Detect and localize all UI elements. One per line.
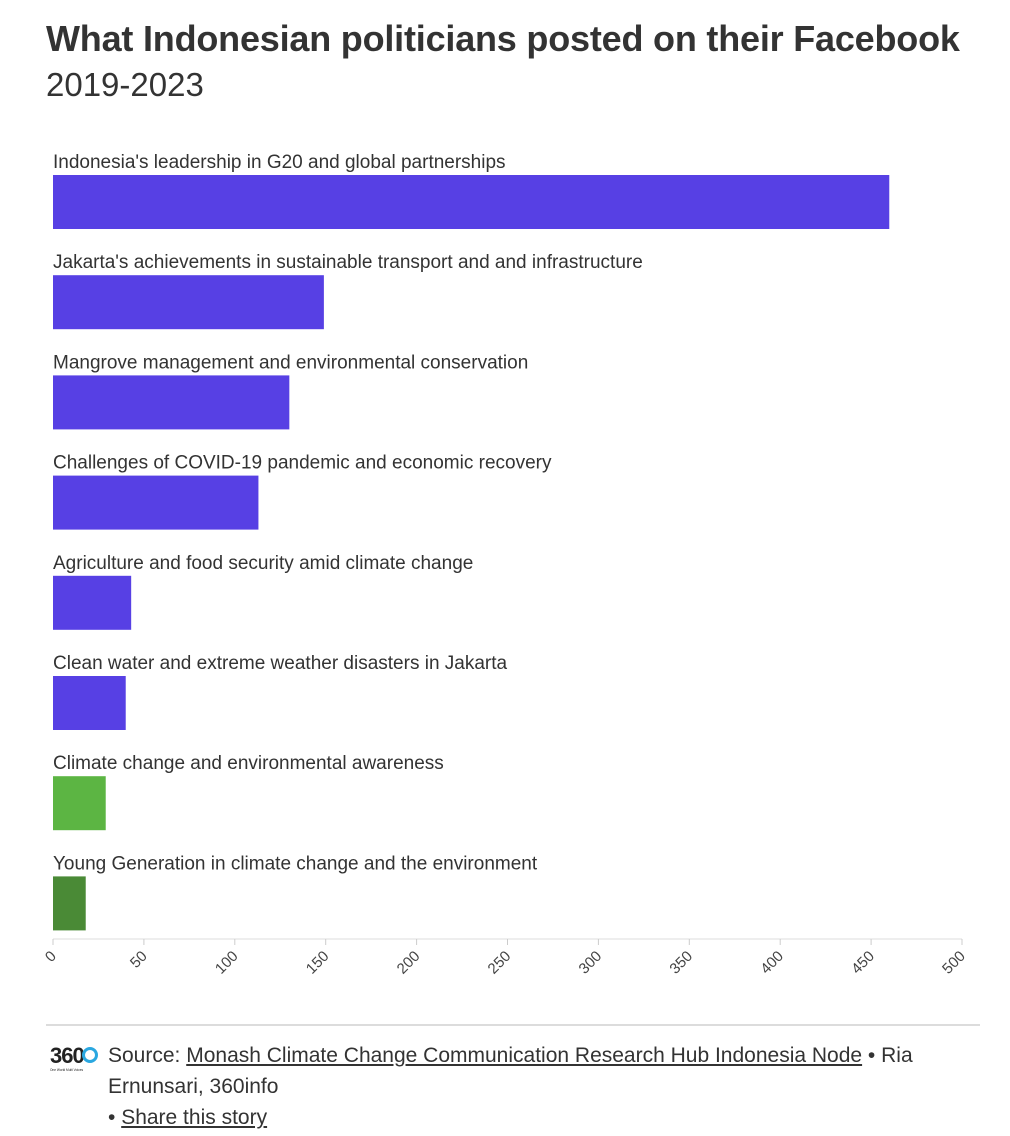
x-tick-label: 150 [303,948,333,978]
x-tick-label: 350 [666,948,696,978]
category-label: Indonesia's leadership in G20 and global… [53,152,506,173]
bar[interactable] [53,676,126,730]
bar[interactable] [53,475,259,530]
bar[interactable] [53,375,290,430]
bar-chart: Indonesia's leadership in G20 and global… [42,152,969,978]
logo-tagline: One World Multi Voices [50,1068,83,1072]
360info-logo: 360 One World Multi Voices [50,1043,98,1072]
category-label: Climate change and environmental awarene… [53,753,444,774]
share-story-link[interactable]: Share this story [121,1106,268,1129]
x-tick-label: 50 [127,948,151,972]
bar[interactable] [53,876,86,931]
share-bullet: • [108,1106,122,1129]
bar[interactable] [53,175,890,229]
source-link[interactable]: Monash Climate Change Communication Rese… [186,1044,863,1067]
chart-title: What Indonesian politicians posted on th… [46,18,960,59]
category-label: Young Generation in climate change and t… [53,853,538,874]
bar[interactable] [53,275,324,330]
bar[interactable] [53,575,132,630]
category-label: Agriculture and food security amid clima… [53,553,473,574]
x-tick-label: 200 [394,948,424,978]
category-label: Clean water and extreme weather disaster… [53,653,508,674]
source-prefix: Source: [108,1044,187,1067]
bar[interactable] [53,776,106,831]
x-tick-label: 300 [576,948,606,978]
x-tick-label: 400 [757,948,787,978]
footer-divider [46,1024,980,1026]
source-note: Source: Monash Climate Change Communicat… [108,1040,968,1133]
x-tick-label: 500 [939,948,969,978]
category-label: Mangrove management and environmental co… [53,352,528,373]
x-tick-label: 450 [848,948,878,978]
source-suffix: • Ria Ernunsari, 360info [108,1044,913,1098]
category-label: Jakarta's achievements in sustainable tr… [53,252,643,273]
x-tick-label: 0 [42,948,60,966]
x-tick-label: 100 [212,948,242,978]
category-label: Challenges of COVID-19 pandemic and econ… [53,453,552,474]
logo-text: 360 [50,1043,84,1068]
x-tick-label: 250 [485,948,515,978]
chart-subtitle: 2019-2023 [46,66,204,103]
